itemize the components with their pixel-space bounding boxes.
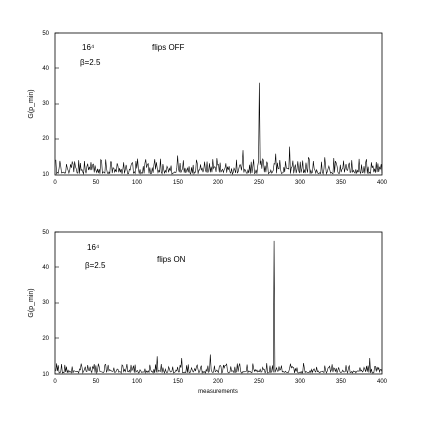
annotation-beta: β=2.5 bbox=[80, 58, 101, 67]
x-tick-label: 250 bbox=[254, 180, 265, 186]
x-tick-label: 200 bbox=[213, 379, 224, 385]
plot-frame bbox=[54, 32, 383, 176]
y-tick-label: 30 bbox=[42, 300, 49, 306]
x-tick-label: 0 bbox=[53, 180, 57, 186]
x-axis-label: measurements bbox=[198, 389, 238, 395]
y-tick-label: 20 bbox=[42, 336, 49, 342]
x-tick-label: 400 bbox=[377, 180, 388, 186]
x-tick-label: 250 bbox=[254, 379, 265, 385]
x-tick-label: 50 bbox=[93, 379, 100, 385]
x-tick-label: 300 bbox=[295, 379, 306, 385]
plot-frame bbox=[54, 231, 383, 375]
y-axis-label: G(p_min) bbox=[28, 89, 35, 118]
annotation-lattice-size: 16⁴ bbox=[87, 243, 100, 252]
y-tick-label: 50 bbox=[42, 230, 49, 236]
x-tick-label: 350 bbox=[336, 180, 347, 186]
x-tick-label: 150 bbox=[173, 379, 184, 385]
x-tick-label: 300 bbox=[295, 180, 306, 186]
x-axis: 0 50 100 150 200 250 300 350 400 bbox=[53, 180, 387, 186]
y-tick-label: 30 bbox=[42, 101, 49, 107]
x-tick-label: 0 bbox=[53, 379, 57, 385]
y-tick-label: 40 bbox=[42, 265, 49, 271]
y-axis-label: G(p_min) bbox=[28, 288, 35, 317]
x-tick-label: 50 bbox=[93, 180, 100, 186]
x-tick-label: 200 bbox=[213, 180, 224, 186]
x-tick-label: 400 bbox=[377, 379, 388, 385]
y-tick-label: 20 bbox=[42, 136, 49, 142]
y-tick-label: 10 bbox=[42, 172, 49, 178]
x-axis: 0 50 100 150 200 250 300 350 400 bbox=[53, 379, 387, 385]
annotation-flips: flips ON bbox=[157, 255, 186, 264]
x-tick-label: 100 bbox=[132, 180, 143, 186]
annotation-flips: flips OFF bbox=[152, 43, 185, 52]
y-axis: 50 40 30 20 10 bbox=[42, 31, 59, 178]
y-tick-label: 50 bbox=[42, 31, 49, 37]
annotation-beta: β=2.5 bbox=[85, 261, 106, 270]
x-tick-label: 150 bbox=[173, 180, 184, 186]
panel-bottom: 50 40 30 20 10 0 50 100 150 200 250 300 … bbox=[28, 230, 388, 395]
panel-top: 50 40 30 20 10 0 50 100 150 200 250 300 … bbox=[28, 31, 388, 186]
x-tick-label: 100 bbox=[132, 379, 143, 385]
x-tick-label: 350 bbox=[336, 379, 347, 385]
y-tick-label: 40 bbox=[42, 66, 49, 72]
data-line-flips-off bbox=[55, 82, 383, 175]
data-line-flips-on bbox=[55, 240, 383, 375]
y-tick-label: 10 bbox=[42, 372, 49, 378]
annotation-lattice-size: 16⁴ bbox=[82, 43, 95, 52]
y-axis: 50 40 30 20 10 bbox=[42, 230, 59, 378]
